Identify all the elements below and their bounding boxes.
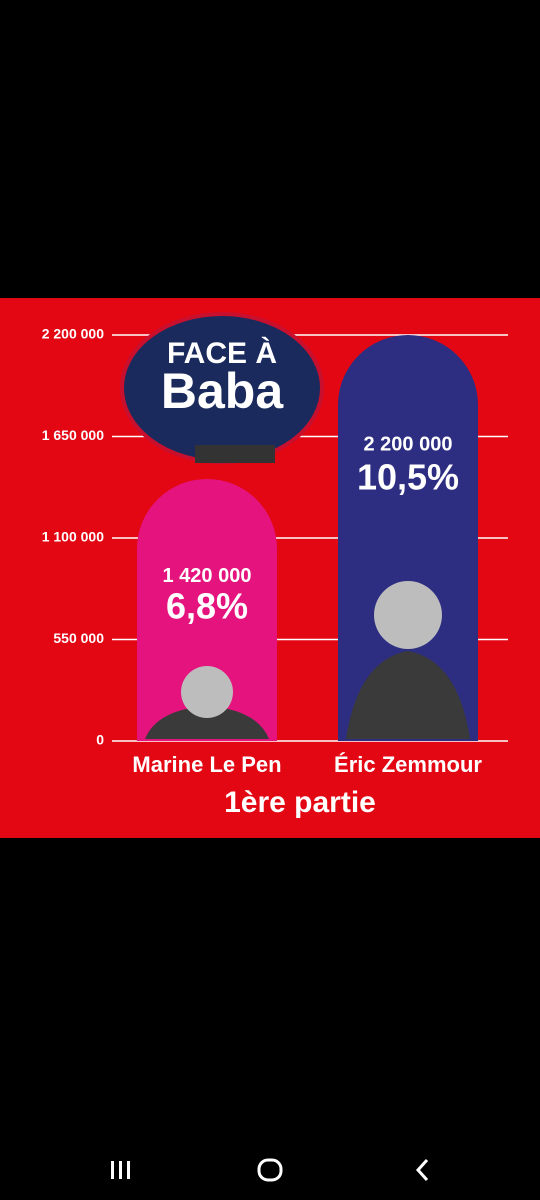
value-label: 2 200 000 [364, 433, 453, 455]
logo-desk [195, 445, 275, 463]
y-tick-label: 1 100 000 [42, 529, 104, 545]
y-tick-label: 1 650 000 [42, 427, 104, 443]
y-tick-label: 550 000 [53, 630, 104, 646]
x-tick-label: Marine Le Pen [132, 752, 281, 777]
logo-line-1: FACE À [167, 336, 277, 370]
bar [338, 335, 478, 741]
portrait-head [374, 581, 442, 649]
logo-line-2: Baba [161, 363, 284, 419]
nav-bar [111, 1158, 429, 1182]
x-tick-label: Éric Zemmour [334, 752, 482, 777]
value-label: 1 420 000 [163, 565, 252, 587]
share-label: 10,5% [357, 457, 459, 498]
recent-apps-button[interactable] [111, 1161, 130, 1179]
y-tick-label: 2 200 000 [42, 326, 104, 342]
back-button[interactable] [415, 1158, 429, 1182]
portrait-head [181, 666, 233, 718]
x-axis-title: 1ère partie [224, 786, 376, 819]
y-tick-label: 0 [96, 732, 104, 748]
portrait [346, 651, 470, 739]
home-button[interactable] [257, 1158, 283, 1182]
logo: FACE À Baba [120, 312, 324, 464]
share-label: 6,8% [166, 585, 248, 626]
portrait [145, 706, 269, 739]
bar [137, 478, 277, 741]
